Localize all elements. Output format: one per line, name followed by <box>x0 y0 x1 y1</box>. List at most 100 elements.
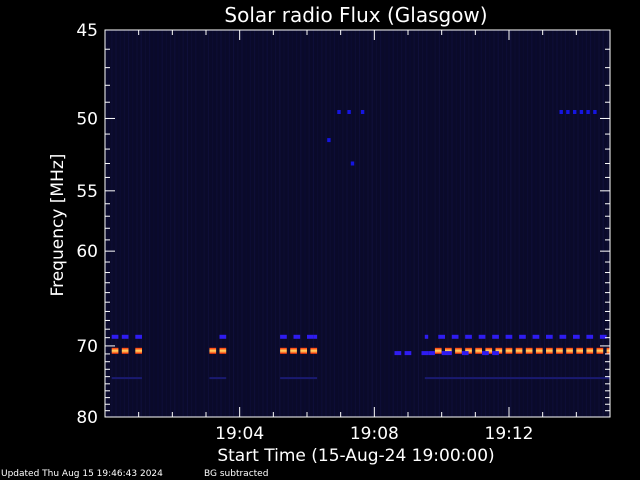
streak <box>136 30 138 417</box>
streak <box>417 30 419 417</box>
streak <box>346 30 348 417</box>
band-segment <box>532 334 540 339</box>
streak <box>283 30 285 417</box>
band-segment <box>280 334 287 339</box>
band-segment <box>599 334 607 339</box>
streak <box>224 30 226 417</box>
band-segment <box>559 334 567 339</box>
band-segment <box>495 347 503 354</box>
band-segment <box>121 334 129 339</box>
streak <box>203 30 205 417</box>
streak <box>186 30 188 417</box>
streak <box>392 30 394 417</box>
streak <box>489 30 491 417</box>
streak <box>493 30 495 417</box>
streak <box>359 30 361 417</box>
streak <box>598 30 600 417</box>
streak <box>287 30 289 417</box>
streak <box>430 30 432 417</box>
streak <box>438 30 440 417</box>
streak <box>329 30 331 417</box>
band-segment <box>307 334 314 339</box>
streak <box>539 30 541 417</box>
y-axis-label: Frequency [MHz] <box>48 154 68 297</box>
emission-bands <box>111 110 610 380</box>
band-segment <box>111 347 119 354</box>
x-axis: 19:04 19:08 19:12 <box>138 30 577 444</box>
band-segment <box>461 351 469 356</box>
streak <box>594 30 596 417</box>
y-tick-label: 45 <box>76 21 98 41</box>
streak <box>396 30 398 417</box>
streak <box>325 30 327 417</box>
band-segment <box>546 334 553 339</box>
band-segment <box>293 334 301 339</box>
band-segment <box>280 377 318 380</box>
streak <box>174 30 176 417</box>
band-segment <box>566 347 573 354</box>
y-axis: 45 50 55 60 70 80 <box>76 21 610 428</box>
streak <box>191 30 193 417</box>
streak <box>367 30 369 417</box>
streak <box>216 30 218 417</box>
streak <box>233 30 235 417</box>
streak <box>321 30 323 417</box>
band-segment <box>121 347 129 354</box>
band-segment <box>485 347 493 354</box>
band-segment <box>579 110 584 114</box>
band-segment <box>505 334 513 339</box>
y-tick-label: 70 <box>76 337 98 357</box>
band-segment <box>546 347 553 354</box>
streak <box>107 30 109 417</box>
streak <box>464 30 466 417</box>
streak <box>262 30 264 417</box>
band-segment <box>586 347 594 354</box>
band-segment <box>135 347 142 354</box>
streak <box>308 30 310 417</box>
streak <box>275 30 277 417</box>
band-segment <box>327 138 331 143</box>
streak <box>480 30 482 417</box>
band-segment <box>505 347 513 354</box>
streak <box>254 30 256 417</box>
band-segment <box>350 161 355 166</box>
streak <box>258 30 260 417</box>
streak <box>132 30 134 417</box>
streak <box>422 30 424 417</box>
streak <box>115 30 117 417</box>
band-segment <box>586 334 594 339</box>
streak <box>590 30 592 417</box>
streak <box>266 30 268 417</box>
streak <box>560 30 562 417</box>
streak <box>149 30 151 417</box>
streak <box>447 30 449 417</box>
band-segment <box>424 334 429 339</box>
band-segment <box>525 347 533 354</box>
streak <box>157 30 159 417</box>
band-segment <box>111 377 142 380</box>
band-segment <box>593 110 597 114</box>
updated-timestamp: Updated Thu Aug 15 19:46:43 2024 <box>1 469 163 479</box>
streak <box>317 30 319 417</box>
streak <box>451 30 453 417</box>
band-segment <box>492 334 499 339</box>
y-tick-label: 60 <box>76 242 98 262</box>
streak <box>304 30 306 417</box>
band-segment <box>219 347 227 354</box>
streak <box>170 30 172 417</box>
band-segment <box>455 347 462 354</box>
streak <box>291 30 293 417</box>
streak <box>380 30 382 417</box>
streak <box>249 30 251 417</box>
band-segment <box>573 110 577 114</box>
streak <box>405 30 407 417</box>
streak <box>207 30 209 417</box>
streak <box>165 30 167 417</box>
y-tick-label: 80 <box>76 408 98 428</box>
band-segment <box>441 351 452 356</box>
chart-title: Solar radio Flux (Glasgow) <box>224 3 487 27</box>
streak <box>573 30 575 417</box>
streak <box>153 30 155 417</box>
streak <box>375 30 377 417</box>
